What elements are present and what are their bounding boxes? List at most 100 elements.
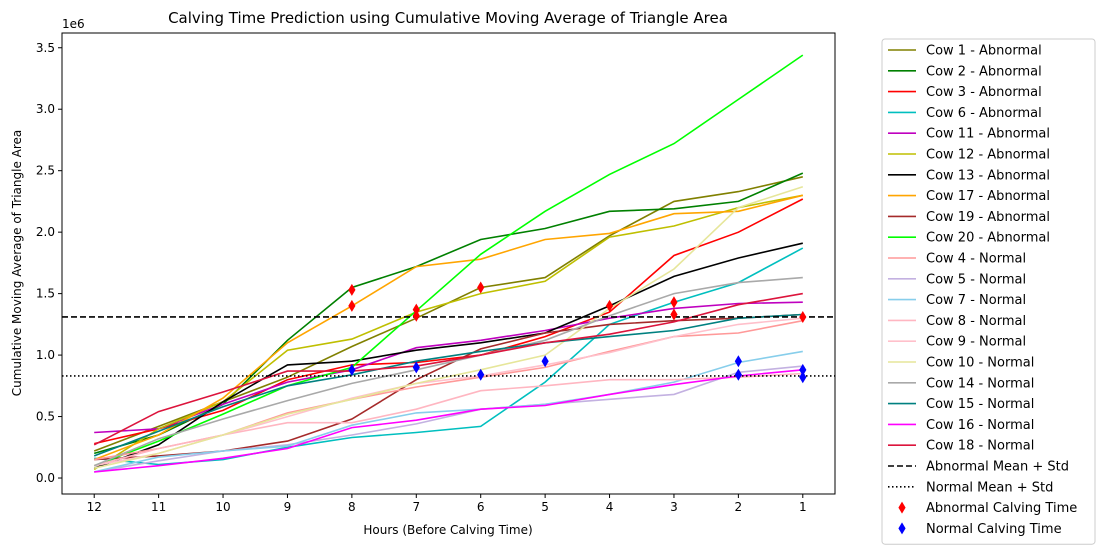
legend-item-normal-mean-std: Normal Mean + Std <box>888 480 1053 495</box>
x-tick-label: 10 <box>215 500 230 514</box>
legend-item-cow-19-abnormal: Cow 19 - Abnormal <box>888 210 1050 225</box>
marker-abnormal-calving-time <box>348 283 356 296</box>
marker-abnormal-calving-time <box>670 308 678 321</box>
legend-label: Normal Calving Time <box>926 522 1062 537</box>
legend-label: Cow 12 - Abnormal <box>926 148 1050 163</box>
x-tick-label: 9 <box>284 500 292 514</box>
marker-abnormal-calving-time <box>412 309 420 322</box>
legend-frame <box>881 38 1096 545</box>
marker-abnormal-calving-time <box>477 281 485 294</box>
x-axis-label: Hours (Before Calving Time) <box>363 523 532 537</box>
legend-label: Cow 16 - Normal <box>926 418 1034 433</box>
series-line-cow-10-normal <box>94 185 804 469</box>
series-line-cow-17-abnormal <box>93 194 803 461</box>
legend-label: Cow 6 - Abnormal <box>926 106 1042 121</box>
series-line-cow-20-abnormal <box>93 54 804 467</box>
marker-normal-calving-time <box>477 368 485 381</box>
marker-abnormal-calving-time <box>348 299 356 312</box>
x-tick-label: 6 <box>477 500 485 514</box>
legend-label: Cow 10 - Normal <box>926 356 1034 371</box>
legend-item-cow-8-normal: Cow 8 - Normal <box>888 314 1026 329</box>
series-line-cow-18-normal <box>93 292 803 446</box>
marker-abnormal-calving-time <box>412 303 420 316</box>
y-tick-label: 3.0 <box>36 102 55 116</box>
legend-label: Cow 14 - Normal <box>926 376 1034 391</box>
series-line-cow-11-abnormal <box>94 301 803 434</box>
x-tick-label: 3 <box>670 500 678 514</box>
legend-label: Cow 15 - Normal <box>926 397 1034 412</box>
marker-normal-calving-time <box>348 363 356 376</box>
legend-label: Cow 8 - Normal <box>926 314 1026 329</box>
legend-marker-icon <box>898 522 906 535</box>
x-tick-label: 5 <box>541 500 549 514</box>
legend-label: Cow 4 - Normal <box>926 252 1026 267</box>
legend-item-cow-7-normal: Cow 7 - Normal <box>888 293 1026 308</box>
marker-normal-calving-time <box>734 368 742 381</box>
legend-item-cow-13-abnormal: Cow 13 - Abnormal <box>888 168 1050 183</box>
legend-item-cow-16-normal: Cow 16 - Normal <box>888 418 1034 433</box>
y-tick-label: 3.5 <box>36 41 55 55</box>
y-tick-label: 1.5 <box>36 287 55 301</box>
legend-item-cow-12-abnormal: Cow 12 - Abnormal <box>888 148 1050 163</box>
legend-item-cow-20-abnormal: Cow 20 - Abnormal <box>888 231 1050 246</box>
series-line-cow-6-abnormal <box>94 247 804 466</box>
legend-item-cow-18-normal: Cow 18 - Normal <box>888 439 1034 454</box>
legend-item-abnormal-calving-time: Abnormal Calving Time <box>898 501 1077 516</box>
legend-item-normal-calving-time: Normal Calving Time <box>898 522 1062 537</box>
marker-normal-calving-time <box>799 371 807 384</box>
y-tick-label: 2.5 <box>36 164 55 178</box>
y-tick-label: 0.0 <box>36 471 55 485</box>
series-line-cow-16-normal <box>94 369 803 473</box>
legend-item-cow-2-abnormal: Cow 2 - Abnormal <box>888 64 1042 79</box>
legend-label: Abnormal Mean + Std <box>926 460 1069 475</box>
x-tick-label: 11 <box>151 500 166 514</box>
legend-label: Normal Mean + Std <box>926 480 1053 495</box>
x-tick-label: 8 <box>348 500 356 514</box>
chart-title: Calving Time Prediction using Cumulative… <box>168 9 728 27</box>
plot-frame <box>61 32 836 495</box>
legend-label: Cow 18 - Normal <box>926 439 1034 454</box>
legend-label: Cow 17 - Abnormal <box>926 189 1050 204</box>
legend-marker-icon <box>898 501 906 514</box>
legend-label: Cow 2 - Abnormal <box>926 64 1042 79</box>
legend-label: Abnormal Calving Time <box>926 501 1077 516</box>
x-tick-label: 2 <box>735 500 743 514</box>
marker-abnormal-calving-time <box>670 296 678 309</box>
legend-item-cow-4-normal: Cow 4 - Normal <box>888 252 1026 267</box>
legend-item-abnormal-mean-std: Abnormal Mean + Std <box>888 460 1069 475</box>
series-line-cow-3-abnormal <box>94 198 804 445</box>
legend-label: Cow 19 - Abnormal <box>926 210 1050 225</box>
legend-item-cow-1-abnormal: Cow 1 - Abnormal <box>888 44 1042 59</box>
marker-normal-calving-time <box>541 355 549 368</box>
x-tick-label: 4 <box>606 500 614 514</box>
legend-item-cow-17-abnormal: Cow 17 - Abnormal <box>888 189 1050 204</box>
series-line-cow-4-normal <box>94 319 803 461</box>
series-line-cow-13-abnormal <box>93 242 803 469</box>
y-axis-label: Cumulative Moving Average of Triangle Ar… <box>10 130 24 397</box>
marker-normal-calving-time <box>734 355 742 368</box>
marker-abnormal-calving-time <box>605 299 614 312</box>
legend-label: Cow 13 - Abnormal <box>926 168 1050 183</box>
legend-label: Cow 7 - Normal <box>926 293 1026 308</box>
legend-item-cow-9-normal: Cow 9 - Normal <box>888 335 1026 350</box>
legend-label: Cow 3 - Abnormal <box>926 85 1042 100</box>
legend-label: Cow 20 - Abnormal <box>926 231 1050 246</box>
x-tick-label: 12 <box>87 500 102 514</box>
series-line-cow-1-abnormal <box>93 176 803 452</box>
marker-normal-calving-time <box>799 363 807 376</box>
x-tick-label: 7 <box>412 500 420 514</box>
legend-item-cow-15-normal: Cow 15 - Normal <box>888 397 1034 412</box>
marker-normal-calving-time <box>412 361 420 374</box>
series-line-cow-9-normal <box>94 317 803 467</box>
x-tick-label: 1 <box>799 500 807 514</box>
legend-label: Cow 11 - Abnormal <box>926 127 1050 142</box>
legend-item-cow-11-abnormal: Cow 11 - Abnormal <box>888 127 1050 142</box>
plot-area <box>62 54 835 473</box>
marker-abnormal-calving-time <box>799 310 807 323</box>
legend-item-cow-6-abnormal: Cow 6 - Abnormal <box>888 106 1042 121</box>
series-line-cow-12-abnormal <box>93 194 803 471</box>
y-tick-label: 2.0 <box>36 225 55 239</box>
series-line-cow-15-normal <box>93 313 803 457</box>
legend-label: Cow 9 - Normal <box>926 335 1026 350</box>
